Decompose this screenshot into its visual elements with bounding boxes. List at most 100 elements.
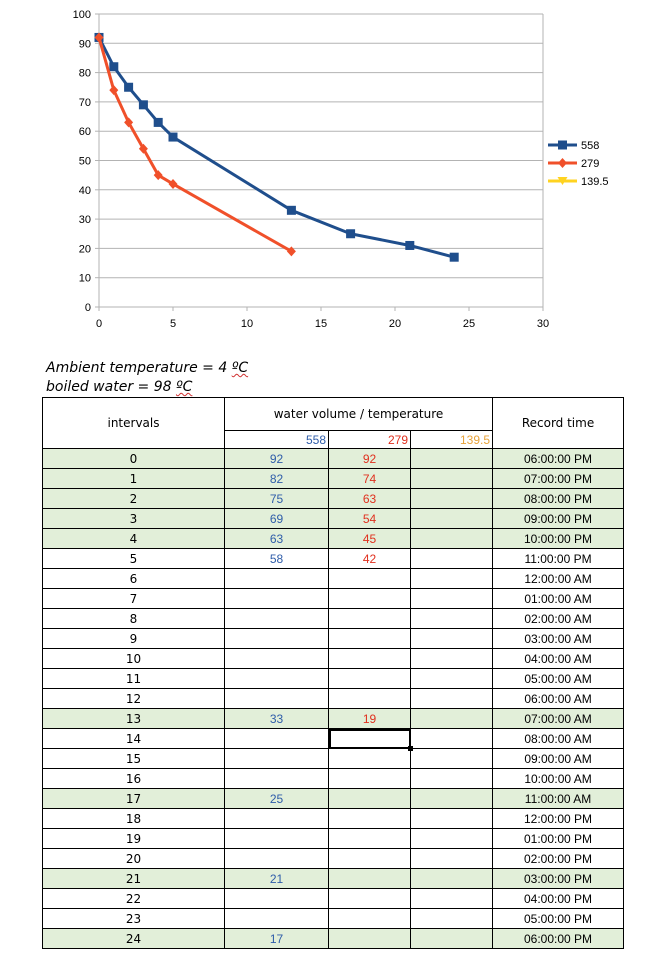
record-time-cell[interactable]: 01:00:00 AM [492,588,625,609]
value-558-cell[interactable]: 92 [224,448,329,469]
value-279-cell[interactable] [328,588,411,609]
interval-cell[interactable]: 21 [42,868,225,889]
record-time-cell[interactable]: 12:00:00 PM [492,808,625,829]
interval-cell[interactable]: 5 [42,548,225,569]
header-volume-139-5[interactable]: 139.5 [409,430,494,449]
value-558-cell[interactable] [224,568,329,589]
value-279-cell[interactable] [328,868,411,889]
interval-cell[interactable]: 4 [42,528,225,549]
value-279-cell[interactable] [328,808,411,829]
value-139-5-cell[interactable] [409,708,494,729]
value-139-5-cell[interactable] [409,908,494,929]
interval-cell[interactable]: 20 [42,848,225,869]
value-279-cell[interactable]: 63 [328,488,411,509]
value-558-cell[interactable]: 33 [224,708,329,729]
interval-cell[interactable]: 18 [42,808,225,829]
record-time-cell[interactable]: 07:00:00 PM [492,468,625,489]
value-558-cell[interactable] [224,588,329,609]
interval-cell[interactable]: 12 [42,688,225,709]
value-558-cell[interactable]: 17 [224,928,329,949]
record-time-cell[interactable]: 05:00:00 AM [492,668,625,689]
value-139-5-cell[interactable] [409,468,494,489]
interval-cell[interactable]: 24 [42,928,225,949]
value-558-cell[interactable] [224,608,329,629]
value-139-5-cell[interactable] [409,508,494,529]
record-time-cell[interactable]: 03:00:00 AM [492,628,625,649]
interval-cell[interactable]: 6 [42,568,225,589]
value-558-cell[interactable]: 82 [224,468,329,489]
record-time-cell[interactable]: 05:00:00 PM [492,908,625,929]
value-139-5-cell[interactable] [409,768,494,789]
value-279-cell[interactable] [328,688,411,709]
record-time-cell[interactable]: 11:00:00 PM [492,548,625,569]
value-279-cell[interactable] [328,768,411,789]
interval-cell[interactable]: 15 [42,748,225,769]
interval-cell[interactable]: 10 [42,648,225,669]
record-time-cell[interactable]: 06:00:00 AM [492,688,625,709]
value-558-cell[interactable] [224,768,329,789]
record-time-cell[interactable]: 11:00:00 AM [492,788,625,809]
value-279-cell[interactable]: 45 [328,528,411,549]
value-139-5-cell[interactable] [409,568,494,589]
value-279-cell[interactable]: 19 [328,708,411,729]
value-558-cell[interactable] [224,688,329,709]
record-time-cell[interactable]: 01:00:00 PM [492,828,625,849]
interval-cell[interactable]: 23 [42,908,225,929]
value-139-5-cell[interactable] [409,848,494,869]
header-volume[interactable]: water volume / temperature [223,397,494,431]
record-time-cell[interactable]: 06:00:00 PM [492,448,625,469]
value-139-5-cell[interactable] [409,448,494,469]
value-279-cell[interactable] [328,788,411,809]
header-volume-558[interactable]: 558 [224,430,329,449]
value-279-cell[interactable] [328,728,414,752]
value-279-cell[interactable] [328,908,411,929]
value-558-cell[interactable] [224,628,329,649]
record-time-cell[interactable]: 04:00:00 PM [492,888,625,909]
interval-cell[interactable]: 17 [42,788,225,809]
value-558-cell[interactable]: 69 [224,508,329,529]
value-139-5-cell[interactable] [409,788,494,809]
value-558-cell[interactable]: 21 [224,868,329,889]
value-279-cell[interactable] [328,608,411,629]
record-time-cell[interactable]: 03:00:00 PM [492,868,625,889]
value-279-cell[interactable] [328,848,411,869]
value-139-5-cell[interactable] [409,668,494,689]
record-time-cell[interactable]: 06:00:00 PM [492,928,625,949]
value-279-cell[interactable]: 92 [328,448,411,469]
header-volume-279[interactable]: 279 [328,430,411,449]
header-record-time[interactable]: Record time [492,397,625,449]
value-279-cell[interactable] [328,648,411,669]
value-139-5-cell[interactable] [409,928,494,949]
record-time-cell[interactable]: 10:00:00 AM [492,768,625,789]
value-558-cell[interactable]: 58 [224,548,329,569]
value-139-5-cell[interactable] [409,828,494,849]
interval-cell[interactable]: 19 [42,828,225,849]
value-558-cell[interactable] [224,748,329,769]
value-558-cell[interactable] [224,668,329,689]
record-time-cell[interactable]: 09:00:00 PM [492,508,625,529]
value-279-cell[interactable]: 54 [328,508,411,529]
value-139-5-cell[interactable] [409,648,494,669]
interval-cell[interactable]: 9 [42,628,225,649]
value-279-cell[interactable] [328,888,411,909]
value-139-5-cell[interactable] [409,688,494,709]
value-139-5-cell[interactable] [409,728,494,749]
interval-cell[interactable]: 22 [42,888,225,909]
value-279-cell[interactable] [328,568,411,589]
record-time-cell[interactable]: 02:00:00 PM [492,848,625,869]
value-279-cell[interactable]: 74 [328,468,411,489]
value-139-5-cell[interactable] [409,748,494,769]
value-558-cell[interactable] [224,648,329,669]
value-558-cell[interactable] [224,908,329,929]
record-time-cell[interactable]: 08:00:00 AM [492,728,625,749]
interval-cell[interactable]: 16 [42,768,225,789]
interval-cell[interactable]: 2 [42,488,225,509]
interval-cell[interactable]: 7 [42,588,225,609]
value-139-5-cell[interactable] [409,868,494,889]
value-139-5-cell[interactable] [409,888,494,909]
value-558-cell[interactable]: 25 [224,788,329,809]
value-279-cell[interactable] [328,748,411,769]
record-time-cell[interactable]: 12:00:00 AM [492,568,625,589]
value-558-cell[interactable]: 75 [224,488,329,509]
record-time-cell[interactable]: 09:00:00 AM [492,748,625,769]
